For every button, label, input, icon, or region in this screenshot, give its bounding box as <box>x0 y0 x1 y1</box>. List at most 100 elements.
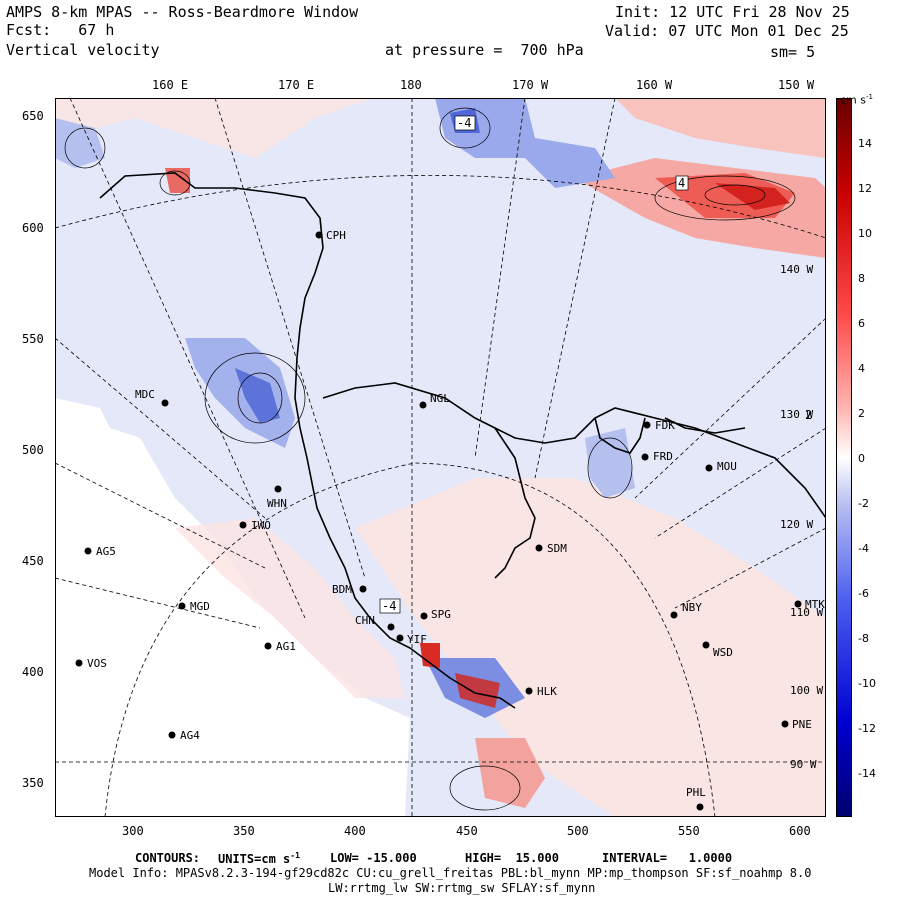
station-marker[interactable]: CPH <box>315 229 346 242</box>
colorbar-label: 0 <box>858 452 865 465</box>
station-label: FDK <box>655 419 675 432</box>
colorbar <box>836 98 852 817</box>
station-label: MDC <box>135 388 155 401</box>
weak-positive-region <box>55 98 375 158</box>
x-tick: 300 <box>122 824 144 838</box>
station-label: NBY <box>682 601 702 614</box>
station-marker[interactable]: MGD <box>178 600 210 613</box>
x-tick: 550 <box>678 824 700 838</box>
station-marker[interactable]: HLK <box>525 685 558 698</box>
inner-lon-labels: 140 W 130 W 120 W 110 W 100 W 90 W <box>780 263 823 771</box>
station-marker[interactable]: MTK <box>794 598 826 611</box>
station-marker[interactable]: SPG <box>420 608 451 621</box>
lon-label: 100 W <box>790 684 823 697</box>
x-tick: 450 <box>456 824 478 838</box>
y-tick: 650 <box>22 109 44 123</box>
station-label: IWO <box>251 519 271 532</box>
lon-label: 120 W <box>780 518 813 531</box>
positive-core <box>165 168 190 193</box>
negative-core <box>235 368 280 423</box>
lon-label: 170 E <box>278 78 315 92</box>
smoothing: sm= 5 <box>770 43 816 61</box>
colorbar-label: 4 <box>858 362 865 375</box>
negative-region <box>55 118 105 168</box>
lon-label: 180 <box>400 78 422 92</box>
high-value: HIGH= 15.000 <box>465 851 559 865</box>
station-marker[interactable]: NBY <box>670 601 703 619</box>
station-marker[interactable]: YIF <box>396 633 427 646</box>
station-label: MTK <box>805 598 825 611</box>
station-marker[interactable]: SDM <box>535 542 568 555</box>
weak-positive-region <box>175 518 405 698</box>
colorbar-label: -8 <box>858 632 869 645</box>
station-marker[interactable]: PHL <box>686 786 706 811</box>
units: UNITS=cm s-1 <box>218 851 300 866</box>
stations: CPH NGL MDC WHN IWO AG5 MGD AG1 VOS AG4 … <box>75 229 826 811</box>
station-label: FRD <box>653 450 673 463</box>
station-marker[interactable]: AG4 <box>168 729 201 742</box>
colorbar-label: 12 <box>858 182 872 195</box>
station-label: PNE <box>792 718 812 731</box>
station-marker[interactable]: MDC <box>135 388 169 407</box>
station-label: BDM <box>332 583 352 596</box>
x-tick: 500 <box>567 824 589 838</box>
station-marker[interactable]: MOU <box>705 460 737 473</box>
station-marker[interactable]: FRD <box>641 450 673 463</box>
station-marker[interactable]: PNE <box>781 718 812 731</box>
field-name: Vertical velocity <box>6 41 160 59</box>
station-marker[interactable]: VOS <box>75 657 107 670</box>
positive-region <box>615 98 826 158</box>
lon-label: 130 W <box>780 408 813 421</box>
station-label: PHL <box>686 786 706 799</box>
physics-info: LW:rrtmg_lw SW:rrtmg_sw SFLAY:sf_mynn <box>328 881 596 895</box>
station-marker[interactable]: IWO <box>239 519 271 532</box>
colorbar-unit: cm s-1 <box>840 93 873 107</box>
x-tick: 600 <box>789 824 811 838</box>
station-label: YIF <box>407 633 427 646</box>
model-info: Model Info: MPASv8.2.3-194-gf29cd82c CU:… <box>89 866 812 880</box>
station-marker[interactable]: CHN <box>355 614 395 631</box>
y-tick: 550 <box>22 332 44 346</box>
negative-region <box>435 98 615 188</box>
y-tick: 450 <box>22 554 44 568</box>
station-label: AG4 <box>180 729 200 742</box>
lon-label: 160 E <box>152 78 189 92</box>
colorbar-label: 10 <box>858 227 872 240</box>
weak-positive-region <box>355 478 826 817</box>
colorbar-label: 14 <box>858 137 872 150</box>
colorbar-label: -4 <box>858 542 869 555</box>
colorbar-label: -14 <box>858 767 876 780</box>
station-marker[interactable]: AG1 <box>264 640 296 653</box>
negative-region <box>585 428 635 498</box>
station-marker[interactable]: NGL <box>419 392 451 409</box>
contours <box>64 107 796 811</box>
pressure-level: at pressure = 700 hPa <box>385 41 584 59</box>
contour-label: 2 <box>805 408 812 422</box>
lon-label: 110 W <box>790 606 823 619</box>
station-label: MOU <box>717 460 737 473</box>
station-marker[interactable]: FDK <box>643 419 676 432</box>
station-label: WSD <box>713 646 733 659</box>
colorbar-label: 2 <box>858 407 865 420</box>
no-data-region <box>55 398 410 817</box>
graticule <box>55 98 826 817</box>
station-marker[interactable]: AG5 <box>84 545 116 558</box>
station-marker[interactable]: WHN <box>267 485 287 511</box>
x-tick: 350 <box>233 824 255 838</box>
interval-value: INTERVAL= 1.0000 <box>602 851 733 865</box>
contour-label: -4 <box>382 599 396 613</box>
positive-core <box>715 183 790 210</box>
y-tick: 350 <box>22 776 44 790</box>
colorbar-label: -2 <box>858 497 869 510</box>
init-time: Init: 12 UTC Fri 28 Nov 25 <box>615 3 850 21</box>
lon-label: 140 W <box>780 263 813 276</box>
station-marker[interactable]: BDM <box>332 583 367 596</box>
positive-core <box>455 673 500 708</box>
contour-label: 4 <box>678 176 685 190</box>
station-marker[interactable]: WSD <box>702 641 733 660</box>
station-label: VOS <box>87 657 107 670</box>
station-label: CHN <box>355 614 375 627</box>
y-tick: 600 <box>22 221 44 235</box>
coastline <box>99 172 826 709</box>
valid-time: Valid: 07 UTC Mon 01 Dec 25 <box>605 22 849 40</box>
